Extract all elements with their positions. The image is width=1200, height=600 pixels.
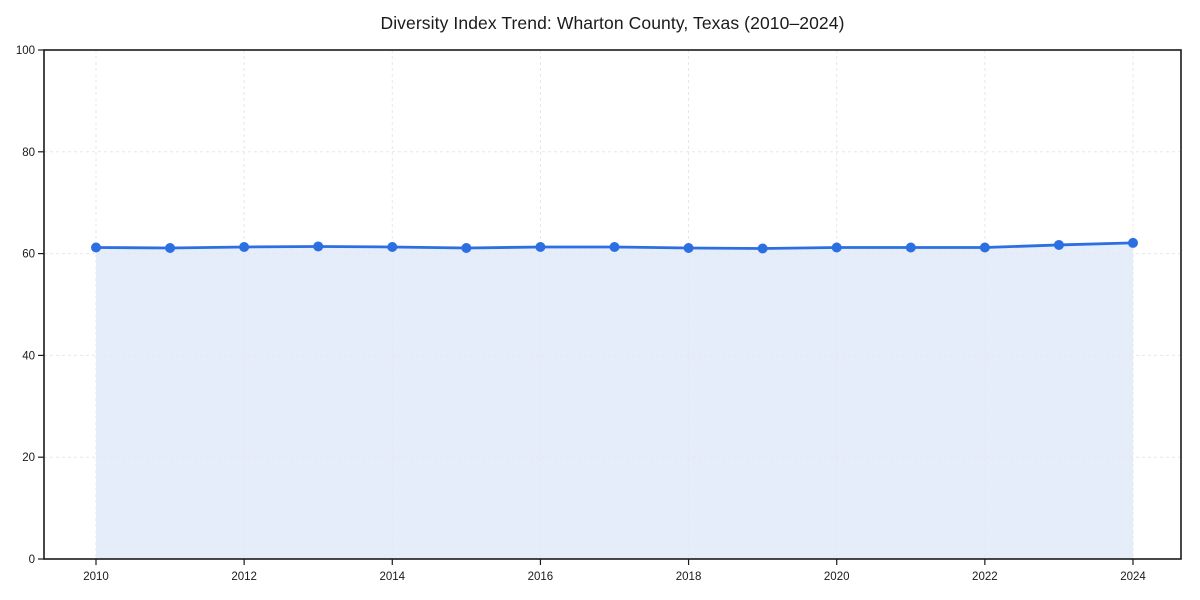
gridlines bbox=[44, 50, 1181, 559]
data-point-2024 bbox=[1128, 237, 1138, 248]
data-point-2014 bbox=[387, 241, 398, 252]
y-axis-labels: 0 20 40 60 80 100 bbox=[16, 45, 35, 566]
data-point-2011 bbox=[165, 243, 176, 253]
data-point-2013 bbox=[313, 241, 324, 252]
y-tick-label-80: 80 bbox=[22, 147, 35, 159]
x-tick-label-2024: 2024 bbox=[1120, 571, 1146, 583]
y-tick-label-100: 100 bbox=[16, 45, 35, 57]
chart-title: Diversity Index Trend: Wharton County, T… bbox=[380, 13, 845, 33]
x-axis-labels: 2010 2012 2014 2016 2018 2020 2022 2024 bbox=[83, 571, 1146, 583]
y-tick-label-60: 60 bbox=[22, 249, 35, 261]
data-point-2019 bbox=[757, 243, 768, 254]
data-point-2016 bbox=[535, 241, 546, 252]
x-tick-label-2012: 2012 bbox=[231, 571, 257, 583]
y-tick-label-0: 0 bbox=[29, 554, 35, 566]
data-point-2023 bbox=[1053, 239, 1064, 250]
axis-ticks bbox=[38, 49, 1134, 565]
data-point-2018 bbox=[683, 243, 694, 253]
y-tick-label-20: 20 bbox=[22, 452, 35, 464]
series-area-fill bbox=[96, 242, 1133, 559]
data-point-2012 bbox=[239, 241, 250, 252]
data-point-2017 bbox=[609, 241, 620, 252]
x-tick-label-2018: 2018 bbox=[676, 571, 702, 583]
series-markers bbox=[91, 237, 1138, 254]
data-point-2020 bbox=[831, 242, 842, 253]
x-tick-label-2022: 2022 bbox=[972, 571, 998, 583]
x-tick-label-2020: 2020 bbox=[824, 571, 850, 583]
plot-frame bbox=[43, 49, 1182, 560]
x-tick-label-2014: 2014 bbox=[379, 571, 405, 583]
data-point-2022 bbox=[979, 242, 990, 253]
y-tick-label-40: 40 bbox=[22, 350, 35, 362]
data-point-2010 bbox=[91, 242, 101, 253]
data-point-2021 bbox=[905, 242, 916, 253]
x-tick-label-2010: 2010 bbox=[83, 571, 109, 583]
x-tick-label-2016: 2016 bbox=[528, 571, 554, 583]
data-point-2015 bbox=[461, 243, 472, 253]
